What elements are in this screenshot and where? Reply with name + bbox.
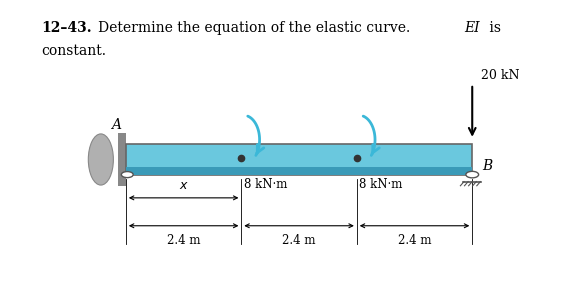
Text: A: A xyxy=(111,117,121,132)
Bar xyxy=(126,144,472,175)
Text: 12–43.: 12–43. xyxy=(41,21,92,35)
Bar xyxy=(126,167,472,175)
Text: 8 kN·m: 8 kN·m xyxy=(359,178,402,191)
Circle shape xyxy=(466,171,479,178)
Text: B: B xyxy=(482,159,493,173)
Text: 2.4 m: 2.4 m xyxy=(282,234,316,247)
Text: constant.: constant. xyxy=(41,44,106,58)
Text: is: is xyxy=(485,21,501,35)
Text: EI: EI xyxy=(465,21,480,35)
Circle shape xyxy=(121,172,133,178)
Text: Determine the equation of the elastic curve.: Determine the equation of the elastic cu… xyxy=(85,21,415,35)
Text: 2.4 m: 2.4 m xyxy=(397,234,431,247)
Ellipse shape xyxy=(88,134,113,185)
Text: 8 kN·m: 8 kN·m xyxy=(243,178,287,191)
Text: 20 kN: 20 kN xyxy=(482,69,520,82)
Bar xyxy=(118,133,126,186)
Text: 2.4 m: 2.4 m xyxy=(167,234,201,247)
Text: $x$: $x$ xyxy=(179,179,189,192)
